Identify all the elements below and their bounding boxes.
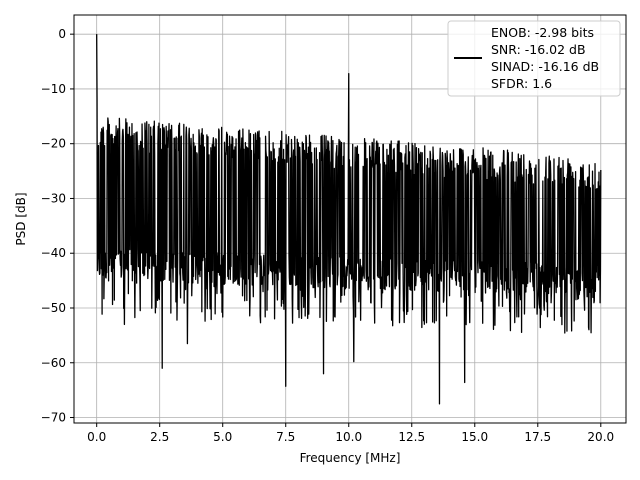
x-tick-label: 12.5 bbox=[398, 430, 425, 444]
x-tick-label: 7.5 bbox=[276, 430, 295, 444]
psd-series bbox=[96, 34, 602, 405]
psd-line bbox=[96, 34, 602, 405]
y-tick-label: −40 bbox=[41, 246, 66, 260]
x-tick-label: 15.0 bbox=[461, 430, 488, 444]
y-axis-label: PSD [dB] bbox=[14, 192, 28, 245]
y-tick-label: −60 bbox=[41, 356, 66, 370]
x-tick-label: 20.0 bbox=[587, 430, 614, 444]
legend-box bbox=[447, 20, 621, 97]
y-tick-label: 0 bbox=[58, 27, 66, 41]
x-tick-label: 10.0 bbox=[335, 430, 362, 444]
x-tick-label: 0.0 bbox=[87, 430, 106, 444]
axis-ticks: 0.0 2.5 5.0 7.5 10.0 12.5 15.0 17.5 20.0 0 −10 −20 −… bbox=[41, 27, 614, 444]
legend-entry-sinad: SINAD: -16.16 dB bbox=[491, 59, 599, 74]
x-axis-label: Frequency [MHz] bbox=[300, 451, 401, 465]
y-tick-label: −50 bbox=[41, 301, 66, 315]
y-tick-label: −10 bbox=[41, 82, 66, 96]
legend: ENOB: -2.98 bits SNR: -16.02 dB SINAD: -… bbox=[447, 20, 621, 97]
y-tick-label: −20 bbox=[41, 137, 66, 151]
legend-entry-snr: SNR: -16.02 dB bbox=[491, 42, 586, 57]
x-tick-label: 2.5 bbox=[150, 430, 169, 444]
y-tick-label: −70 bbox=[41, 411, 66, 425]
legend-entry-enob: ENOB: -2.98 bits bbox=[491, 25, 594, 40]
x-tick-label: 17.5 bbox=[524, 430, 551, 444]
legend-entry-sfdr: SFDR: 1.6 bbox=[491, 76, 552, 91]
x-tick-label: 5.0 bbox=[213, 430, 232, 444]
plot-frame bbox=[73, 14, 627, 424]
y-tick-label: −30 bbox=[41, 191, 66, 205]
